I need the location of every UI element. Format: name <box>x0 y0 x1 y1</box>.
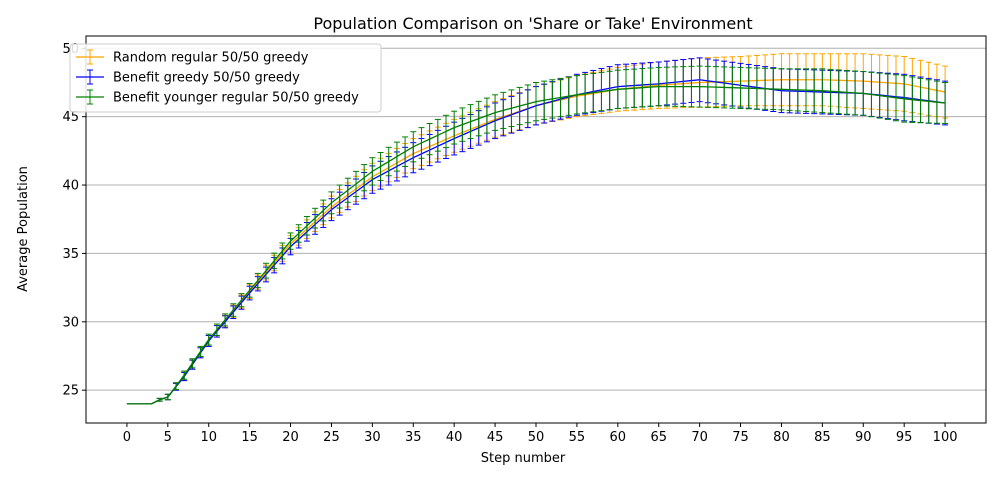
y-tick-label: 40 <box>62 179 79 194</box>
x-tick-label: 40 <box>446 430 463 445</box>
x-tick-label: 25 <box>323 430 340 445</box>
legend-item: Benefit greedy 50/50 greedy <box>76 69 300 86</box>
x-axis-label: Step number <box>481 451 566 466</box>
x-tick-label: 55 <box>569 430 586 445</box>
series-layer <box>126 53 949 405</box>
x-tick-label: 95 <box>896 430 913 445</box>
x-tick-label: 65 <box>650 430 667 445</box>
y-tick-label: 25 <box>62 384 79 399</box>
x-tick-label: 85 <box>814 430 831 445</box>
x-tick-label: 50 <box>528 430 545 445</box>
chart-title: Population Comparison on 'Share or Take'… <box>313 14 752 33</box>
x-tick-label: 60 <box>610 430 627 445</box>
legend-item: Benefit younger regular 50/50 greedy <box>76 89 359 106</box>
x-tick-label: 20 <box>282 430 299 445</box>
y-axis-label: Average Population <box>16 166 31 292</box>
axis-layer: 2530354045500510152025303540455055606570… <box>62 42 957 445</box>
series-line <box>126 79 946 405</box>
legend-item: Random regular 50/50 greedy <box>76 49 309 66</box>
series-line <box>126 79 946 405</box>
legend-box <box>69 43 382 113</box>
legend-label: Benefit younger regular 50/50 greedy <box>113 91 359 106</box>
x-tick-label: 35 <box>405 430 422 445</box>
x-tick-label: 45 <box>487 430 504 445</box>
x-tick-label: 0 <box>123 430 131 445</box>
x-tick-label: 80 <box>773 430 790 445</box>
legend-label: Random regular 50/50 greedy <box>113 51 309 66</box>
y-tick-label: 45 <box>62 110 79 125</box>
y-tick-label: 35 <box>62 247 79 262</box>
x-tick-label: 100 <box>933 430 958 445</box>
x-tick-label: 15 <box>241 430 258 445</box>
series-line <box>126 85 946 405</box>
series-3 <box>126 65 949 405</box>
x-tick-label: 90 <box>855 430 872 445</box>
x-tick-label: 70 <box>691 430 708 445</box>
x-tick-label: 30 <box>364 430 381 445</box>
x-tick-label: 75 <box>732 430 749 445</box>
y-tick-label: 30 <box>62 315 79 330</box>
legend-label: Benefit greedy 50/50 greedy <box>113 71 300 86</box>
x-tick-label: 10 <box>200 430 217 445</box>
x-tick-label: 5 <box>164 430 172 445</box>
legend: Random regular 50/50 greedy Benefit greed… <box>69 43 382 113</box>
